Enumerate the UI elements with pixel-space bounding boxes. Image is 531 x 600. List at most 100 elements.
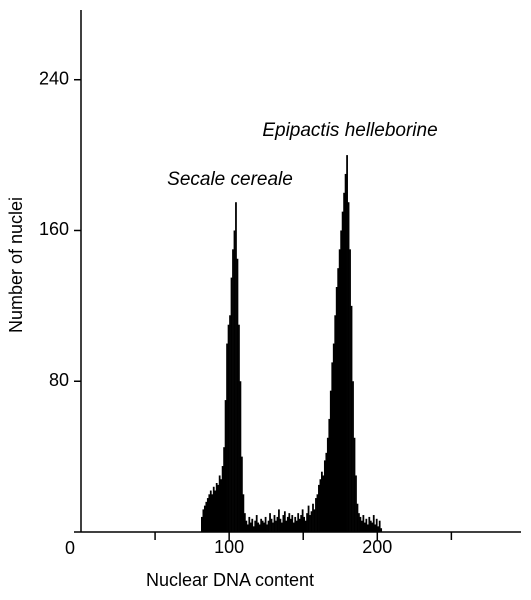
bar	[321, 471, 323, 532]
bar	[286, 516, 289, 532]
bar	[291, 515, 294, 532]
bar	[235, 202, 237, 532]
bar	[303, 516, 306, 532]
bar	[205, 501, 208, 532]
bar	[236, 258, 239, 532]
bar	[368, 516, 371, 532]
bar	[313, 509, 316, 532]
annotation: Epipactis helleborine	[262, 120, 437, 141]
bar	[288, 513, 291, 532]
bar	[322, 475, 325, 532]
bar	[289, 518, 292, 532]
bar	[361, 520, 363, 532]
y-axis-label: Number of nuclei	[6, 197, 26, 333]
bar	[208, 494, 211, 532]
bar	[279, 518, 282, 532]
bar	[285, 520, 288, 532]
bar	[211, 494, 214, 532]
bar	[298, 518, 301, 532]
bar	[356, 503, 359, 532]
bar	[249, 522, 252, 532]
bar	[366, 524, 369, 532]
bar	[363, 522, 366, 532]
bar	[251, 518, 254, 532]
bar	[353, 437, 356, 532]
bar	[267, 520, 270, 532]
bar	[307, 505, 310, 532]
bar	[316, 494, 319, 532]
y-tick-label: 240	[39, 68, 69, 88]
x-axis-label: Nuclear DNA content	[146, 570, 314, 590]
bar	[323, 460, 326, 532]
bar	[349, 249, 351, 532]
bar	[220, 479, 223, 532]
bar	[312, 503, 314, 532]
bar	[238, 324, 240, 532]
bar	[337, 268, 340, 532]
bar	[260, 518, 263, 532]
bar	[266, 524, 268, 532]
bar	[261, 520, 264, 532]
bar	[241, 456, 243, 532]
bar	[331, 362, 334, 532]
annotation: Secale cereale	[167, 169, 293, 190]
bar	[257, 522, 260, 532]
bar	[365, 518, 368, 532]
bar	[245, 520, 248, 532]
bar	[369, 520, 372, 532]
bar	[341, 211, 344, 533]
bar	[326, 437, 329, 532]
bar	[338, 249, 341, 532]
bar	[263, 522, 266, 532]
bar	[230, 277, 233, 532]
bar	[202, 509, 205, 532]
bar	[206, 498, 209, 532]
bar	[334, 315, 337, 532]
bar	[255, 515, 258, 532]
bar	[377, 526, 380, 532]
y-tick-label: 80	[49, 370, 69, 390]
bar	[372, 515, 375, 532]
bar	[328, 418, 331, 532]
bar	[380, 528, 383, 532]
bar	[362, 515, 365, 532]
bar	[300, 515, 303, 532]
bar	[350, 305, 353, 532]
bar	[325, 452, 328, 532]
bar	[319, 479, 322, 532]
bar	[343, 192, 346, 532]
bar	[304, 520, 307, 532]
bar	[340, 230, 343, 532]
bar	[272, 522, 274, 532]
bar	[352, 381, 354, 532]
bar	[270, 518, 273, 532]
bar	[301, 509, 304, 532]
bar	[278, 509, 280, 532]
bar	[248, 516, 251, 532]
bar	[203, 505, 206, 532]
bar	[209, 490, 212, 532]
bar	[227, 324, 230, 532]
bar	[332, 343, 335, 532]
bar	[310, 511, 313, 532]
bar	[226, 343, 228, 532]
bar	[218, 475, 221, 532]
x-tick-label: 100	[214, 537, 244, 557]
bar	[292, 522, 295, 532]
bar	[239, 381, 242, 532]
x-tick-label: 200	[362, 537, 392, 557]
bar	[282, 515, 285, 532]
bar	[315, 498, 317, 532]
bar	[295, 520, 298, 532]
bar	[359, 516, 362, 532]
bar	[273, 515, 276, 532]
bar	[346, 155, 348, 533]
bar	[269, 513, 271, 532]
bar	[258, 524, 261, 532]
bar	[221, 466, 224, 532]
bar	[223, 447, 226, 532]
bar	[246, 524, 249, 532]
bar	[214, 490, 217, 532]
bar	[275, 520, 277, 532]
bar	[232, 249, 234, 532]
